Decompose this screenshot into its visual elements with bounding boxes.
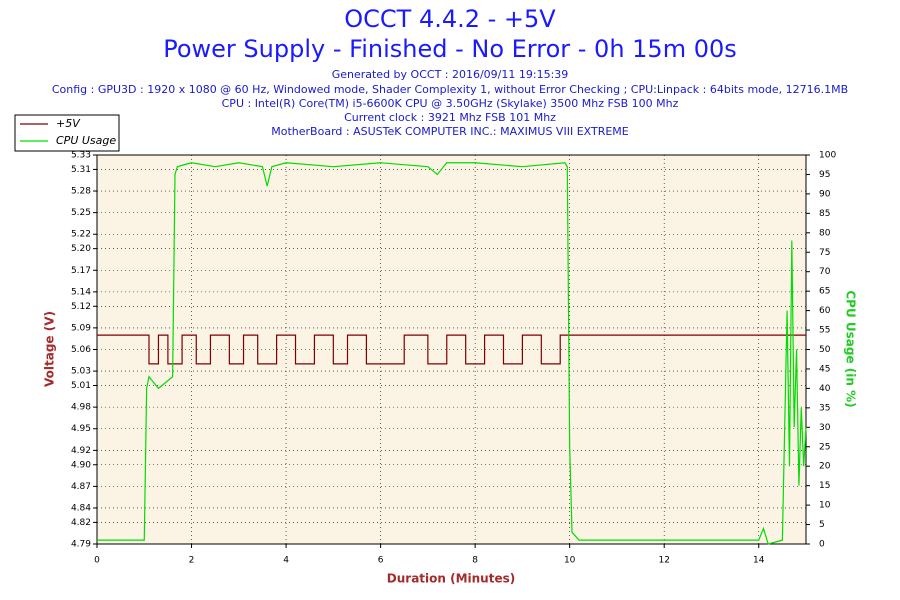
y2-axis-title: CPU Usage (in %) bbox=[844, 290, 858, 407]
y-tick-label: 5.03 bbox=[71, 367, 91, 377]
y2-tick-label: 50 bbox=[819, 345, 831, 355]
y2-tick-label: 95 bbox=[819, 170, 830, 180]
x-tick-label: 8 bbox=[472, 556, 478, 566]
y-tick-label: 5.28 bbox=[71, 187, 91, 197]
y2-tick-label: 15 bbox=[819, 481, 830, 491]
y-tick-label: 5.17 bbox=[71, 266, 91, 276]
info-line: Config : GPU3D : 1920 x 1080 @ 60 Hz, Wi… bbox=[52, 83, 848, 96]
y-tick-label: 5.22 bbox=[71, 230, 91, 240]
y-tick-label: 5.31 bbox=[71, 165, 91, 175]
y-tick-label: 4.82 bbox=[71, 518, 91, 528]
y-tick-label: 5.06 bbox=[71, 345, 91, 355]
y2-tick-label: 85 bbox=[819, 209, 830, 219]
y2-tick-label: 45 bbox=[819, 364, 830, 374]
info-line: MotherBoard : ASUSTeK COMPUTER INC.: MAX… bbox=[271, 125, 629, 138]
y2-tick-label: 5 bbox=[819, 520, 825, 530]
x-tick-label: 10 bbox=[564, 556, 576, 566]
y2-tick-label: 75 bbox=[819, 248, 830, 258]
y-tick-label: 4.95 bbox=[71, 424, 91, 434]
y2-tick-label: 25 bbox=[819, 442, 830, 452]
y2-tick-label: 60 bbox=[819, 306, 831, 316]
x-tick-label: 12 bbox=[658, 556, 669, 566]
y2-tick-label: 35 bbox=[819, 403, 830, 413]
plot-background bbox=[97, 155, 806, 544]
x-tick-label: 6 bbox=[378, 556, 384, 566]
y-tick-label: 4.84 bbox=[71, 503, 91, 513]
y-tick-label: 5.25 bbox=[71, 208, 91, 218]
x-tick-label: 14 bbox=[753, 556, 765, 566]
y-tick-label: 5.09 bbox=[71, 323, 91, 333]
legend-box bbox=[14, 114, 120, 152]
y2-tick-label: 55 bbox=[819, 326, 830, 336]
y-tick-label: 4.87 bbox=[71, 482, 91, 492]
y2-tick-label: 0 bbox=[819, 540, 825, 550]
x-axis-title: Duration (Minutes) bbox=[387, 572, 515, 586]
y-tick-label: 5.20 bbox=[71, 244, 91, 254]
info-line: Current clock : 3921 Mhz FSB 101 Mhz bbox=[344, 111, 556, 124]
x-tick-label: 0 bbox=[94, 556, 100, 566]
x-tick-label: 4 bbox=[283, 556, 289, 566]
info-line: CPU : Intel(R) Core(TM) i5-6600K CPU @ 3… bbox=[222, 97, 679, 110]
y-tick-label: 5.01 bbox=[71, 381, 91, 391]
y-tick-label: 5.14 bbox=[71, 287, 91, 297]
x-tick-label: 2 bbox=[189, 556, 195, 566]
info-line: Generated by OCCT : 2016/09/11 19:15:39 bbox=[332, 68, 569, 81]
y-axis-title: Voltage (V) bbox=[43, 311, 57, 387]
y-tick-label: 5.12 bbox=[71, 302, 91, 312]
y-tick-label: 4.79 bbox=[71, 540, 91, 550]
chart-title: OCCT 4.4.2 - +5V bbox=[344, 5, 556, 33]
y2-tick-label: 80 bbox=[819, 228, 831, 238]
y-tick-label: 4.98 bbox=[71, 403, 91, 413]
series-line bbox=[97, 162, 807, 545]
y-tick-label: 5.33 bbox=[71, 151, 91, 161]
y2-tick-label: 90 bbox=[819, 189, 831, 199]
y-tick-label: 4.90 bbox=[71, 460, 91, 470]
y2-tick-label: 100 bbox=[819, 151, 836, 161]
series-line bbox=[97, 334, 806, 365]
chart-subtitle: Power Supply - Finished - No Error - 0h … bbox=[163, 35, 737, 63]
y2-tick-label: 70 bbox=[819, 267, 831, 277]
y-tick-label: 4.92 bbox=[71, 446, 91, 456]
y2-tick-label: 30 bbox=[819, 423, 831, 433]
y2-tick-label: 20 bbox=[819, 462, 831, 472]
plot-frame bbox=[96, 154, 807, 545]
y2-tick-label: 10 bbox=[819, 501, 831, 511]
y2-tick-label: 65 bbox=[819, 287, 830, 297]
y2-tick-label: 40 bbox=[819, 384, 831, 394]
legend-label: +5V bbox=[56, 117, 81, 130]
legend-label: CPU Usage bbox=[56, 134, 116, 147]
